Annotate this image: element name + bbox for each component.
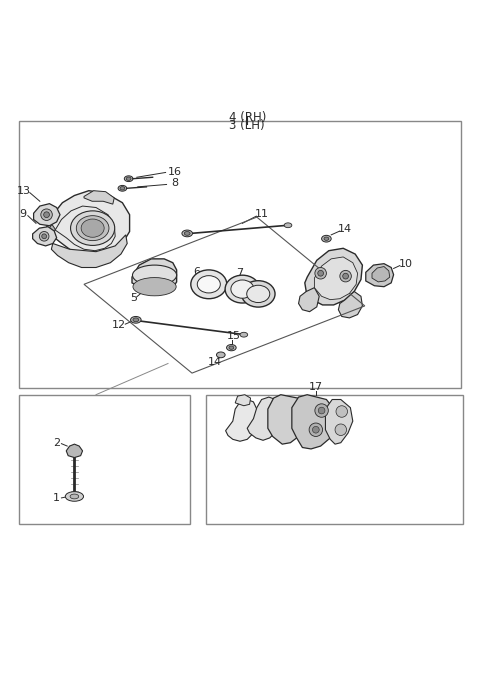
- Ellipse shape: [70, 494, 79, 499]
- Circle shape: [44, 212, 49, 217]
- Ellipse shape: [76, 216, 109, 240]
- Circle shape: [318, 270, 324, 276]
- Ellipse shape: [240, 332, 248, 337]
- Circle shape: [335, 424, 347, 435]
- Ellipse shape: [191, 270, 227, 299]
- Text: 10: 10: [398, 259, 413, 269]
- Text: 14: 14: [337, 224, 352, 234]
- Circle shape: [39, 232, 49, 241]
- Polygon shape: [372, 267, 390, 282]
- Polygon shape: [299, 288, 319, 312]
- Text: 17: 17: [309, 382, 323, 392]
- Ellipse shape: [133, 278, 176, 296]
- Polygon shape: [235, 394, 251, 406]
- Ellipse shape: [132, 265, 177, 285]
- Ellipse shape: [71, 211, 115, 245]
- Polygon shape: [338, 291, 362, 318]
- Ellipse shape: [81, 219, 104, 237]
- Polygon shape: [132, 259, 177, 291]
- Ellipse shape: [284, 223, 292, 227]
- Polygon shape: [46, 191, 130, 255]
- Polygon shape: [51, 235, 127, 268]
- Ellipse shape: [197, 276, 220, 293]
- Text: 5: 5: [130, 293, 137, 304]
- Polygon shape: [46, 224, 55, 241]
- Circle shape: [340, 270, 351, 282]
- Polygon shape: [366, 263, 394, 287]
- Text: 3 (LH): 3 (LH): [229, 119, 265, 132]
- Text: 16: 16: [168, 168, 182, 177]
- Ellipse shape: [131, 316, 141, 323]
- Polygon shape: [55, 206, 115, 251]
- Circle shape: [315, 268, 326, 279]
- Polygon shape: [292, 394, 336, 449]
- Ellipse shape: [227, 344, 236, 351]
- Ellipse shape: [225, 275, 260, 303]
- Polygon shape: [305, 249, 362, 305]
- Text: 4 (RH): 4 (RH): [228, 111, 266, 124]
- Text: 6: 6: [193, 268, 200, 277]
- Polygon shape: [33, 227, 57, 246]
- Ellipse shape: [229, 346, 234, 349]
- Circle shape: [343, 273, 348, 279]
- Polygon shape: [66, 444, 83, 458]
- Ellipse shape: [216, 352, 225, 358]
- Ellipse shape: [133, 318, 139, 322]
- Text: 9: 9: [20, 208, 26, 219]
- Circle shape: [309, 423, 323, 437]
- Text: 8: 8: [172, 179, 179, 189]
- Text: 11: 11: [254, 208, 269, 219]
- Text: 12: 12: [112, 320, 126, 330]
- Ellipse shape: [231, 280, 254, 298]
- Ellipse shape: [182, 230, 192, 237]
- Ellipse shape: [184, 232, 190, 236]
- Polygon shape: [84, 191, 114, 204]
- Ellipse shape: [241, 280, 275, 307]
- Circle shape: [315, 404, 328, 418]
- Ellipse shape: [120, 187, 125, 190]
- Polygon shape: [247, 397, 279, 440]
- Text: 15: 15: [227, 331, 241, 341]
- Ellipse shape: [324, 237, 329, 240]
- Text: 7: 7: [237, 268, 243, 278]
- Text: 1: 1: [53, 493, 60, 503]
- Circle shape: [41, 209, 52, 221]
- Ellipse shape: [65, 492, 84, 501]
- Text: 13: 13: [17, 185, 31, 196]
- Bar: [206, 394, 463, 524]
- Ellipse shape: [322, 236, 331, 242]
- Text: 14: 14: [208, 356, 222, 367]
- Ellipse shape: [126, 177, 131, 181]
- Text: 2: 2: [53, 438, 60, 447]
- Circle shape: [42, 234, 47, 239]
- Ellipse shape: [118, 185, 127, 191]
- Circle shape: [336, 406, 348, 418]
- Bar: [19, 394, 190, 524]
- Polygon shape: [325, 399, 353, 444]
- Circle shape: [318, 407, 325, 414]
- Polygon shape: [226, 399, 257, 441]
- Polygon shape: [34, 204, 60, 225]
- Bar: [19, 121, 461, 388]
- Polygon shape: [314, 257, 358, 299]
- Polygon shape: [268, 394, 305, 444]
- Ellipse shape: [124, 176, 133, 181]
- Ellipse shape: [247, 285, 270, 303]
- Circle shape: [312, 426, 319, 433]
